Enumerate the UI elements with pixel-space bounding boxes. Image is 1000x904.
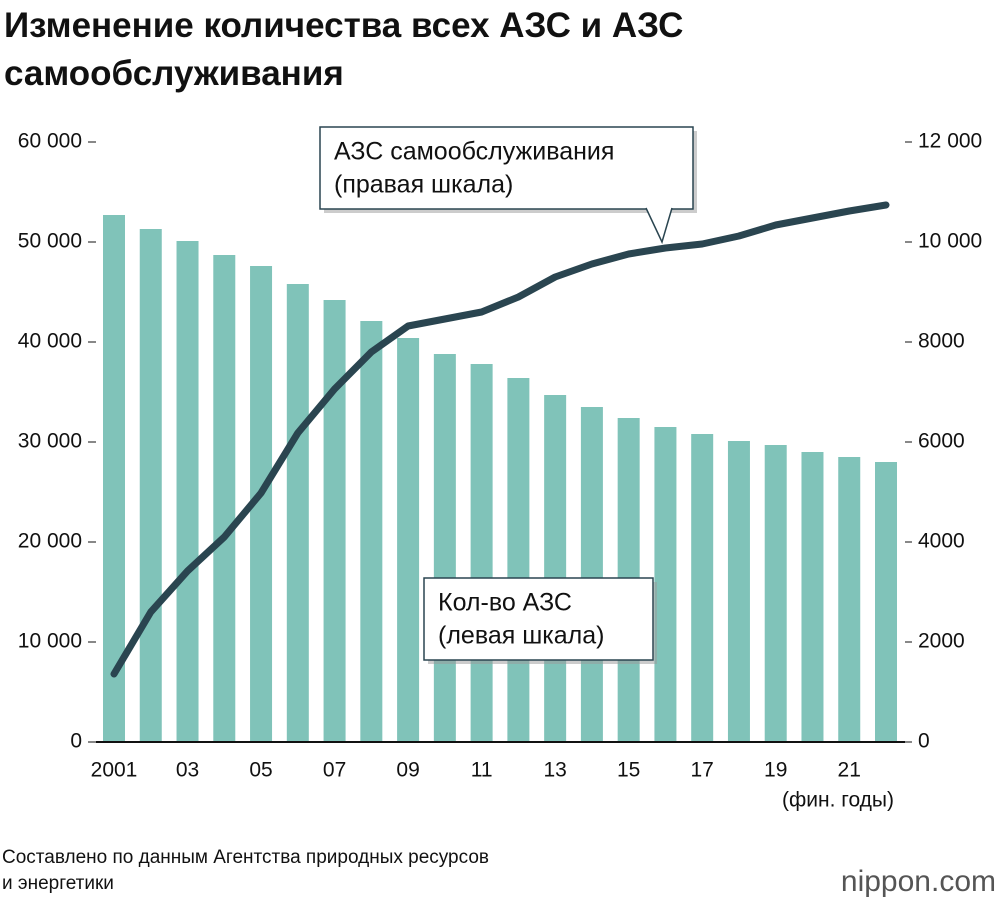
x-tick-label: 11 [471, 759, 493, 782]
bar [801, 452, 824, 742]
bar [250, 266, 273, 742]
callout: АЗС самообслуживания (правая шкала) [319, 126, 697, 245]
y-tick-label: 50 000 [18, 230, 82, 253]
bar [286, 284, 309, 742]
bar [691, 434, 714, 742]
x-tick-label: 13 [543, 759, 566, 782]
bar [580, 407, 603, 742]
y-tick-label: 30 000 [18, 430, 82, 453]
source-note: Составлено по данным Агентства природных… [2, 847, 489, 868]
bar [838, 457, 861, 742]
x-tick-label: 19 [764, 759, 787, 782]
x-tick-label: 09 [396, 759, 419, 782]
x-tick-label: 15 [617, 759, 640, 782]
x-tick-label: 2001 [91, 759, 138, 782]
bar [875, 462, 897, 742]
x-tick-label: 05 [249, 759, 272, 782]
y-tick-label: 0 [70, 730, 82, 753]
y2-tick-label: 6000 [918, 430, 965, 453]
y2-tick-label: 2000 [918, 630, 965, 653]
brand-logo: nippon.com [841, 865, 996, 898]
x-axis-label: (фин. годы) [782, 789, 894, 812]
bar [764, 445, 787, 742]
x-tick-label: 07 [323, 759, 346, 782]
x-tick-label: 21 [838, 759, 861, 782]
bar [360, 321, 383, 742]
chart-title: Изменение количества всех АЗС и АЗС само… [4, 6, 684, 93]
bar [397, 338, 420, 742]
callout-pointer [645, 207, 673, 245]
callout-text: (правая шкала) [334, 171, 513, 199]
bar [507, 378, 530, 742]
callout-box [319, 126, 694, 210]
y2-tick-label: 4000 [918, 530, 965, 553]
bar [433, 354, 456, 742]
bar [654, 427, 677, 742]
y2-tick-label: 8000 [918, 330, 965, 353]
y-tick-label: 20 000 [18, 530, 82, 553]
bar [103, 215, 125, 742]
y-tick-label: 40 000 [18, 330, 82, 353]
callout: Кол-во АЗС (левая шкала) [423, 577, 657, 664]
bar [727, 441, 750, 742]
source-note: и энергетики [2, 873, 114, 894]
callout-text: АЗС самообслуживания [334, 138, 614, 166]
line [110, 201, 890, 678]
callout-text: Кол-во АЗС [438, 589, 572, 617]
bar [139, 229, 162, 742]
bar [470, 364, 493, 742]
x-tick-label: 03 [176, 759, 199, 782]
y2-tick-label: 12 000 [918, 130, 982, 153]
bar [176, 241, 199, 742]
y2-tick-label: 0 [918, 730, 930, 753]
y-tick-label: 60 000 [18, 130, 82, 153]
bar [544, 395, 567, 742]
bar [213, 255, 236, 742]
y2-tick-label: 10 000 [918, 230, 982, 253]
bar [323, 300, 346, 742]
x-tick-label: 17 [691, 759, 714, 782]
callout-box [423, 577, 654, 661]
y-tick-label: 10 000 [18, 630, 82, 653]
callout-text: (левая шкала) [438, 622, 604, 650]
